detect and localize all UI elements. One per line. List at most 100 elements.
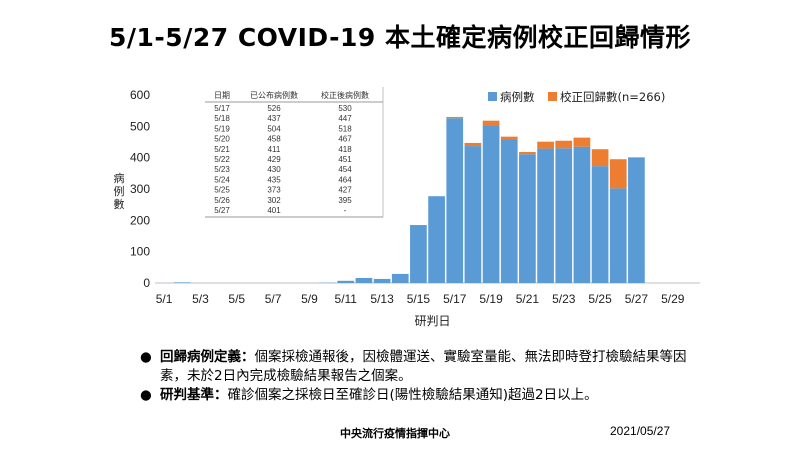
legend-label: 病例數 xyxy=(500,90,535,104)
bullet-icon: ● xyxy=(140,349,152,365)
table-cell: 454 xyxy=(338,165,352,174)
table-cell: 526 xyxy=(267,104,281,113)
table-cell: 5/20 xyxy=(214,135,230,144)
bar-cases xyxy=(173,282,191,283)
table-cell: 429 xyxy=(267,155,281,164)
notes-section: ● 回歸病例定義：個案採檢通報後，因檢體運送、實驗室量能、無法即時登打檢驗結果等… xyxy=(140,348,700,405)
table-cell: 5/22 xyxy=(214,155,230,164)
y-axis-label: 病例數 xyxy=(114,171,125,211)
bar-backlog xyxy=(464,142,482,147)
y-tick-label: 100 xyxy=(130,245,150,259)
table-cell: 401 xyxy=(267,206,281,215)
x-tick-label: 5/9 xyxy=(301,292,318,306)
bar-cases xyxy=(337,280,355,283)
x-tick-label: 5/21 xyxy=(516,292,540,306)
y-tick-label: 200 xyxy=(130,213,150,227)
table-cell: 5/19 xyxy=(214,124,230,133)
table-header-cell: 校正後病例數 xyxy=(321,90,369,100)
x-tick-label: 5/1 xyxy=(156,292,173,306)
table-header-cell: 日期 xyxy=(214,91,230,100)
table-cell: 5/17 xyxy=(214,104,230,113)
bar-backlog xyxy=(537,141,554,149)
bar-backlog xyxy=(482,120,500,126)
table-cell: 464 xyxy=(338,175,352,184)
x-tick-label: 5/5 xyxy=(228,292,245,306)
note-text: 確診個案之採檢日至確診日(陽性檢驗結果通知)超過2日以上。 xyxy=(227,387,598,403)
y-tick-label: 500 xyxy=(130,119,150,133)
table-cell: 302 xyxy=(267,196,281,205)
bar-cases xyxy=(500,139,518,283)
bar-backlog xyxy=(519,152,536,155)
x-tick-label: 5/19 xyxy=(479,292,503,306)
legend-label: 校正回歸數(n=266) xyxy=(560,90,665,104)
table-cell: 437 xyxy=(267,114,281,123)
table-cell: 373 xyxy=(267,186,281,195)
table-cell: 5/27 xyxy=(214,206,230,215)
table-cell: 5/26 xyxy=(214,196,230,205)
bar-cases xyxy=(555,148,573,283)
footer-date: 2021/05/27 xyxy=(610,424,671,438)
table-cell: 518 xyxy=(338,124,352,133)
bar-cases xyxy=(391,273,409,283)
x-tick-label: 5/17 xyxy=(443,292,467,306)
y-axis-label-char: 數 xyxy=(114,198,125,211)
x-tick-labels: 5/1 5/3 5/5 5/7 5/9 5/11 5/13 5/15 5/17 5/19 5/21 5… xyxy=(156,292,685,306)
note-key: 回歸病例定義： xyxy=(160,349,255,365)
table-cell: 451 xyxy=(338,155,352,164)
bar-backlog xyxy=(500,136,518,140)
bullet-icon: ● xyxy=(140,387,152,403)
table-cell: 447 xyxy=(338,114,352,123)
y-axis-label-char: 病 xyxy=(114,171,125,185)
table-cell: 430 xyxy=(267,165,281,174)
bar-cases xyxy=(373,278,391,283)
legend-swatch-backlog xyxy=(548,92,557,101)
y-tick-label: 600 xyxy=(130,88,150,102)
y-tick-label: 0 xyxy=(143,276,150,290)
table-cell: - xyxy=(344,206,347,215)
inset-table: 日期 已公布病例數 校正後病例數 5/17 526 530 5/18 437 447 5/19 50… xyxy=(205,87,384,218)
bar-cases xyxy=(573,146,591,283)
y-axis-label-char: 例 xyxy=(114,184,125,198)
table-cell: 5/21 xyxy=(214,145,230,154)
x-tick-label: 5/3 xyxy=(192,292,209,306)
bar-cases xyxy=(446,118,464,283)
bar-cases xyxy=(628,157,645,283)
bar-cases xyxy=(609,188,627,283)
y-tick-label: 300 xyxy=(130,182,150,196)
x-tick-label: 5/11 xyxy=(335,292,358,306)
legend-swatch-cases xyxy=(488,92,497,101)
x-tick-label: 5/15 xyxy=(407,292,431,306)
chart-bars xyxy=(173,116,645,283)
x-tick-label: 5/27 xyxy=(625,292,649,306)
table-cell: 5/23 xyxy=(214,165,230,174)
x-tick-label: 5/25 xyxy=(588,292,612,306)
bar-cases xyxy=(464,146,482,283)
y-tick-labels: 0 100 200 300 400 500 600 xyxy=(130,88,150,290)
table-cell: 427 xyxy=(338,186,352,195)
table-cell: 395 xyxy=(338,196,352,205)
footer-organization: 中央流行疫情指揮中心 xyxy=(340,427,450,440)
page-title: 5/1-5/27 COVID-19 本土確定病例校正回歸情形 xyxy=(109,23,691,52)
note-item: ● 回歸病例定義：個案採檢通報後，因檢體運送、實驗室量能、無法即時登打檢驗結果等… xyxy=(140,348,700,386)
bar-cases xyxy=(410,225,427,283)
x-axis-label: 研判日 xyxy=(414,314,450,328)
y-tick-label: 400 xyxy=(130,151,150,165)
table-cell: 5/18 xyxy=(214,114,230,123)
bar-cases xyxy=(428,196,445,283)
table-cell: 5/25 xyxy=(214,186,230,195)
chart-legend: 病例數 校正回歸數(n=266) xyxy=(488,90,665,104)
table-cell: 458 xyxy=(267,135,281,144)
x-tick-label: 5/23 xyxy=(552,292,576,306)
bar-backlog xyxy=(446,116,464,119)
table-cell: 435 xyxy=(267,175,281,184)
bar-cases xyxy=(591,166,609,283)
bar-backlog xyxy=(609,159,627,189)
bar-backlog xyxy=(591,149,609,167)
note-text: 個案採檢通報後，因檢體運送、實驗室量能、無法即時登打檢驗結果等因素，未於2日內完… xyxy=(160,349,687,384)
x-tick-label: 5/7 xyxy=(265,292,282,306)
table-cell: 504 xyxy=(267,124,281,133)
table-cell: 411 xyxy=(268,145,281,154)
bar-backlog xyxy=(555,140,573,149)
x-tick-label: 5/13 xyxy=(370,292,394,306)
table-cell: 467 xyxy=(338,135,352,144)
